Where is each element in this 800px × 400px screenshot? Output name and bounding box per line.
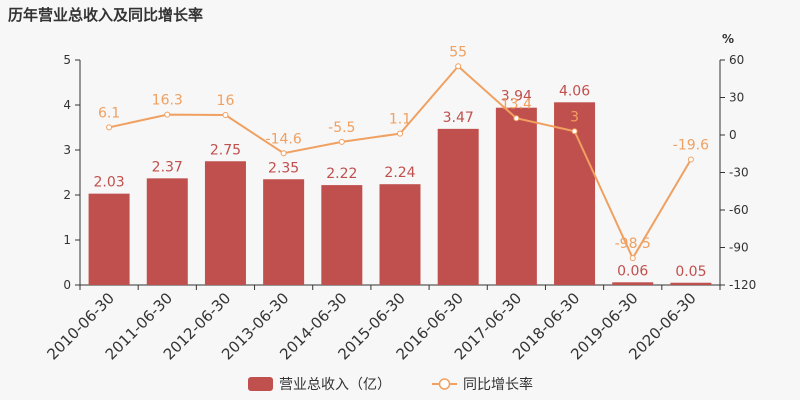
legend-line-marker [438,378,451,390]
bar-value-label: 2.22 [326,166,357,182]
bar [670,282,712,285]
y-right-tick-label: -60 [729,203,749,217]
bar-value-label: 2.75 [210,142,241,158]
growth-rate-value-label: 13.4 [501,96,532,112]
growth-rate-point [338,138,345,145]
bar [495,107,537,285]
y-left-tick-label: 2 [63,188,71,202]
chart-title: 历年营业总收入及同比增长率 [8,6,204,24]
bar [88,193,130,285]
bar [263,179,305,285]
growth-rate-value-label: 1.1 [389,112,411,128]
growth-rate-point [397,130,403,137]
y-left-tick-label: 4 [63,98,71,112]
growth-rate-value-label: 3 [570,109,579,125]
y-right-tick-label: -90 [729,241,749,255]
y-left-tick-label: 3 [63,143,71,157]
growth-rate-point [222,112,229,118]
bar [204,161,246,285]
legend-bar-label: 营业总收入（亿） [279,377,391,393]
y-left-tick-label: 5 [63,53,71,67]
y-right-tick-label: 60 [729,53,744,67]
bar-value-label: 0.05 [675,264,706,280]
growth-rate-point [280,150,287,157]
bar-value-label: 2.35 [268,160,299,176]
growth-rate-value-label: -5.5 [328,120,355,136]
y-right-unit-label: % [722,32,734,46]
growth-rate-point [164,111,171,118]
growth-rate-point [571,128,578,135]
bar-value-label: 2.24 [384,165,415,181]
growth-rate-value-label: 6.1 [98,105,120,121]
y-right-tick-label: 0 [729,128,737,142]
y-right-tick-label: 30 [729,91,744,105]
bar-value-label: 3.94 [501,89,532,105]
growth-rate-value-label: 55 [449,44,467,60]
growth-rate-value-label: -14.6 [266,131,302,147]
growth-rate-value-label: 16 [217,93,235,109]
growth-rate-point [455,63,462,70]
bar-value-label: 0.06 [617,263,648,279]
bar [146,178,188,285]
growth-rate-point [687,156,694,163]
growth-rate-value-label: -19.6 [673,138,709,154]
y-right-tick-label: -30 [729,166,749,180]
growth-rate-point [106,124,113,131]
y-right-tick-label: -120 [729,278,756,292]
growth-rate-point [629,255,636,262]
bar [379,184,421,285]
y-left-tick-label: 0 [63,278,71,292]
legend-bar-swatch [248,377,273,391]
bar-value-label: 3.47 [443,110,474,126]
y-left-tick-label: 1 [63,233,71,247]
bar [321,185,363,285]
legend-line-label: 同比增长率 [463,376,533,393]
bar [612,282,654,285]
bar-value-label: 2.37 [152,159,183,175]
bar-value-label: 4.06 [559,83,590,99]
bar-value-label: 2.03 [94,175,125,191]
bar [437,128,479,285]
growth-rate-value-label: -98.5 [615,236,651,252]
growth-rate-value-label: 16.3 [152,93,183,109]
growth-rate-point [513,115,520,122]
